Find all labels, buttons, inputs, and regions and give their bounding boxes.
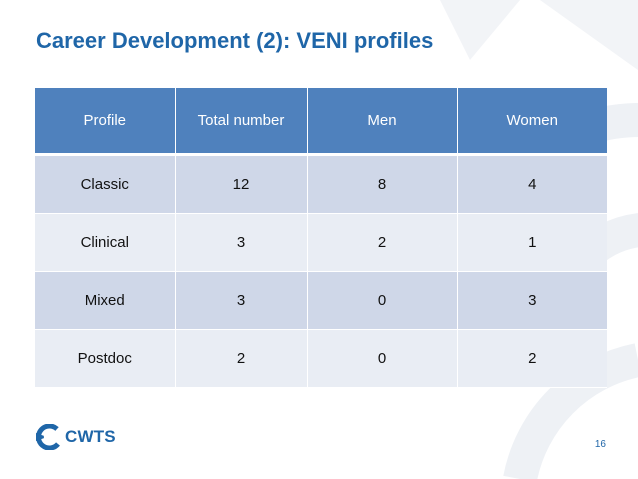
cell-total-number: 2 (175, 329, 308, 388)
table-row: Mixed 3 0 3 (35, 271, 607, 330)
cell-men: 2 (307, 213, 458, 272)
cell-profile: Mixed (35, 271, 176, 330)
cwts-logo: CWTS (34, 424, 116, 450)
veni-profiles-table: Profile Total number Men Women Classic 1… (35, 88, 607, 388)
table-header-row: Profile Total number Men Women (35, 88, 607, 156)
page-number: 16 (594, 439, 606, 450)
cell-women: 4 (457, 154, 607, 214)
cell-profile: Classic (35, 154, 176, 214)
cwts-logo-text: CWTS (65, 427, 116, 446)
cell-total-number: 3 (175, 213, 308, 272)
cell-profile: Postdoc (35, 329, 176, 388)
cell-total-number: 12 (175, 154, 308, 214)
cell-women: 3 (457, 271, 607, 330)
cell-profile: Clinical (35, 213, 176, 272)
cell-women: 2 (457, 329, 607, 388)
table-row: Clinical 3 2 1 (35, 213, 607, 272)
cell-men: 0 (307, 271, 458, 330)
header-men: Men (307, 88, 458, 156)
table-row: Classic 12 8 4 (35, 154, 607, 214)
header-total-number: Total number (175, 88, 308, 156)
cell-women: 1 (457, 213, 607, 272)
cwts-logo-icon (36, 424, 60, 450)
table-row: Postdoc 2 0 2 (35, 329, 607, 388)
cell-men: 8 (307, 154, 458, 214)
cell-men: 0 (307, 329, 458, 388)
slide-title: Career Development (2): VENI profiles (36, 28, 434, 53)
header-women: Women (457, 88, 607, 156)
header-profile: Profile (35, 88, 176, 156)
cell-total-number: 3 (175, 271, 308, 330)
